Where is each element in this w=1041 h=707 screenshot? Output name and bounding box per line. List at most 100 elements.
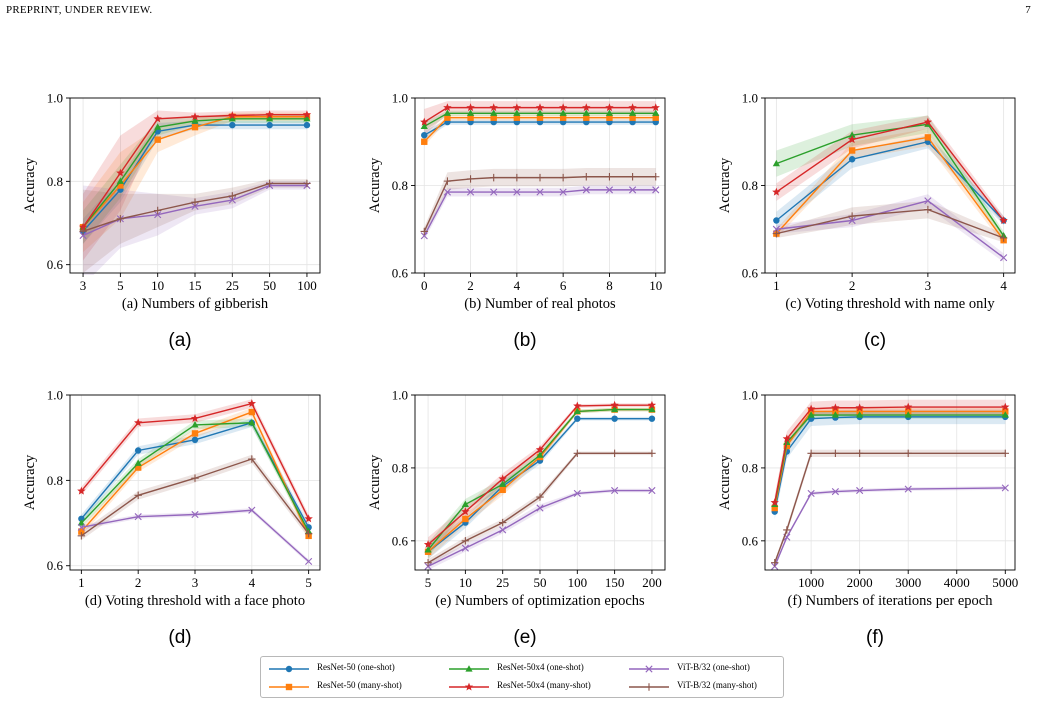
point-vit-b-32-one-shot: [443, 188, 451, 196]
x-tick-label: 100: [297, 278, 317, 293]
point-vit-b-32-many-shot: [536, 173, 544, 182]
x-tick-label: 50: [534, 575, 547, 590]
point-resnet-50x4-many-shot: [1001, 402, 1010, 411]
y-tick-label: 0.6: [47, 257, 64, 272]
band-vit-b-32-many-shot: [83, 179, 307, 273]
x-tick-label: 0: [421, 278, 428, 293]
point-vit-b-32-many-shot: [77, 532, 86, 540]
point-vit-b-32-one-shot: [652, 186, 660, 194]
line-resnet-50x4-one-shot: [776, 123, 1005, 237]
band-resnet-50-one-shot: [776, 135, 1004, 230]
y-tick-label: 0.8: [392, 460, 408, 475]
point-vit-b-32-one-shot: [848, 216, 856, 225]
legend-label: ResNet-50 (one-shot): [317, 662, 395, 672]
point-resnet-50x4-many-shot: [78, 222, 88, 231]
point-resnet-50-many-shot: [629, 114, 636, 121]
point-resnet-50x4-many-shot: [153, 114, 162, 123]
line-resnet-50x4-many-shot: [775, 121, 1005, 221]
point-resnet-50x4-many-shot: [512, 103, 522, 112]
point-vit-b-32-many-shot: [498, 518, 507, 527]
panel-b-y-axis-label: Accuracy: [367, 157, 383, 213]
point-vit-b-32-one-shot: [856, 486, 864, 495]
x-tick-label: 3: [80, 278, 87, 293]
x-tick-label: 25: [226, 278, 239, 293]
x-tick-label: 4000: [944, 575, 970, 590]
panel-d-series: [77, 399, 313, 566]
y-tick-label: 0.8: [392, 178, 408, 193]
point-vit-b-32-one-shot: [191, 510, 199, 519]
point-resnet-50-many-shot: [559, 114, 567, 121]
point-resnet-50-many-shot: [134, 464, 142, 471]
point-resnet-50x4-many-shot: [999, 216, 1008, 225]
point-resnet-50-one-shot: [773, 217, 780, 224]
point-vit-b-32-one-shot: [1001, 484, 1009, 492]
point-vit-b-32-many-shot: [628, 173, 637, 181]
point-resnet-50-one-shot: [303, 121, 311, 129]
point-resnet-50-many-shot: [154, 136, 161, 143]
panel-d-plot: 0.6 0.8 1.0 1 2 3 4 5(d) Voting threshold with …: [22, 388, 321, 609]
panel-f-y-axis-label: Accuracy: [717, 454, 733, 510]
legend-swatch: [269, 683, 309, 691]
point-vit-b-32-many-shot: [807, 449, 815, 458]
point-vit-b-32-many-shot: [848, 212, 856, 220]
point-resnet-50x4-one-shot: [77, 519, 85, 526]
point-resnet-50x4-one-shot: [303, 115, 311, 122]
x-tick-label: 15: [189, 278, 202, 293]
point-resnet-50x4-many-shot: [535, 445, 545, 454]
point-vit-b-32-many-shot: [652, 173, 660, 181]
point-resnet-50x4-many-shot: [535, 103, 545, 112]
point-vit-b-32-many-shot: [134, 491, 142, 500]
point-vit-b-32-one-shot: [611, 486, 619, 495]
point-vit-b-32-many-shot: [461, 537, 470, 545]
panel-c: 0.6 0.8 1.0 1 2 3 4 (c) Voting threshold with n…: [705, 88, 1016, 328]
legend-label: ViT-B/32 (one-shot): [677, 662, 750, 672]
point-resnet-50-one-shot: [648, 415, 656, 422]
band-resnet-50x4-many-shot: [83, 110, 307, 261]
point-resnet-50x4-one-shot: [466, 109, 475, 116]
point-vit-b-32-one-shot: [904, 485, 912, 493]
point-vit-b-32-one-shot: [499, 526, 507, 534]
point-resnet-50x4-one-shot: [582, 109, 590, 116]
point-vit-b-32-one-shot: [228, 196, 236, 204]
panel-a-x-axis-label: (a) Numbers of gibberish: [122, 296, 269, 312]
panel-f: 0.6 0.8 1.0 1000 2000 3000 4000 5000 (f) Numbers…: [705, 385, 1018, 625]
point-vit-b-32-one-shot: [1000, 254, 1008, 262]
line-vit-b-32-one-shot: [774, 487, 1006, 567]
point-resnet-50-one-shot: [421, 131, 428, 139]
point-vit-b-32-many-shot: [265, 179, 274, 188]
point-vit-b-32-one-shot: [154, 211, 162, 219]
panel-e-plot: 0.6 0.8 1.0 5 10 25 50 100 150 200 (e) Numbers of …: [367, 388, 666, 609]
point-resnet-50-many-shot: [536, 114, 544, 121]
point-resnet-50-many-shot: [117, 182, 124, 189]
point-resnet-50-many-shot: [421, 138, 428, 145]
point-vit-b-32-one-shot: [831, 488, 839, 496]
point-resnet-50-one-shot: [191, 436, 199, 444]
y-tick-label: 1.0: [392, 91, 408, 106]
point-vit-b-32-many-shot: [855, 449, 864, 458]
point-vit-b-32-many-shot: [79, 227, 87, 236]
point-resnet-50x4-one-shot: [536, 109, 544, 116]
panel-f-letter: (f): [866, 627, 884, 648]
point-vit-b-32-many-shot: [559, 173, 567, 182]
x-tick-label: 8: [606, 278, 613, 293]
panel-e-x-axis-label: (e) Numbers of optimization epochs: [435, 593, 645, 609]
band-resnet-50-one-shot: [81, 418, 309, 532]
point-resnet-50x4-many-shot: [443, 103, 452, 112]
x-tick-label: 5: [425, 575, 432, 590]
point-resnet-50x4-many-shot: [605, 103, 614, 112]
point-vit-b-32-many-shot: [116, 215, 125, 223]
legend-label: ViT-B/32 (many-shot): [677, 680, 757, 690]
point-resnet-50x4-one-shot: [461, 500, 469, 507]
y-tick-label: 1.0: [742, 91, 758, 106]
point-resnet-50x4-one-shot: [904, 411, 912, 418]
point-resnet-50x4-many-shot: [423, 540, 433, 549]
point-resnet-50x4-many-shot: [923, 117, 933, 126]
point-resnet-50x4-one-shot: [134, 459, 142, 466]
legend-swatch: [629, 665, 669, 673]
band-resnet-50x4-many-shot: [776, 115, 1004, 225]
point-resnet-50-many-shot: [462, 515, 469, 523]
point-resnet-50x4-many-shot: [302, 110, 312, 119]
point-vit-b-32-one-shot: [536, 504, 544, 512]
panel-d-letter: (d): [168, 627, 192, 648]
point-resnet-50x4-many-shot: [247, 399, 256, 408]
